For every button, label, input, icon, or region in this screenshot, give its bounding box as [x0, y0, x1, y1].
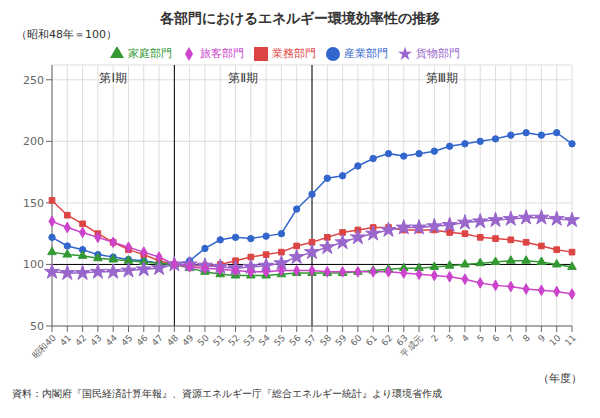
svg-text:2: 2 [429, 333, 440, 344]
svg-text:54: 54 [257, 333, 272, 348]
svg-text:6: 6 [490, 333, 501, 344]
svg-text:52: 52 [226, 333, 241, 348]
svg-text:51: 51 [211, 333, 226, 348]
svg-text:平成元: 平成元 [399, 333, 425, 359]
html-text:旅客部門: 旅客部門 [200, 47, 244, 60]
svg-text:8: 8 [521, 333, 532, 344]
svg-text:100: 100 [23, 258, 44, 271]
svg-text:45: 45 [119, 333, 134, 348]
svg-text:56: 56 [287, 333, 302, 348]
html-text:貨物部門: 貨物部門 [416, 47, 460, 60]
svg-text:4: 4 [460, 333, 471, 344]
svg-text:50: 50 [30, 320, 44, 333]
svg-text:3: 3 [444, 333, 455, 344]
html-text:資料：内閣府『国民経済計算年報』、資源エネルギー庁『総合エネ: 資料：内閣府『国民経済計算年報』、資源エネルギー庁『総合エネルギー統計』より環境… [12, 388, 442, 399]
svg-text:53: 53 [242, 333, 257, 348]
svg-text:第Ⅱ期: 第Ⅱ期 [228, 71, 258, 85]
svg-text:55: 55 [272, 333, 287, 348]
html-text:各部門におけるエネルギー環境効率性の推移: 各部門におけるエネルギー環境効率性の推移 [160, 10, 440, 26]
svg-text:42: 42 [73, 333, 88, 348]
svg-text:9: 9 [536, 333, 547, 344]
html-text:産業部門: 産業部門 [344, 47, 388, 60]
svg-text:5: 5 [475, 333, 486, 344]
html-text:業務部門: 業務部門 [272, 47, 316, 60]
svg-text:150: 150 [23, 197, 44, 210]
svg-text:250: 250 [23, 74, 44, 87]
svg-text:50: 50 [196, 333, 211, 348]
html-text:家庭部門: 家庭部門 [128, 47, 172, 60]
svg-text:46: 46 [135, 333, 150, 348]
svg-text:57: 57 [303, 333, 318, 348]
svg-text:第Ⅲ期: 第Ⅲ期 [426, 71, 458, 85]
svg-text:58: 58 [318, 333, 333, 348]
svg-text:昭和40: 昭和40 [30, 333, 58, 361]
svg-text:10: 10 [547, 333, 562, 348]
svg-text:7: 7 [506, 333, 517, 344]
svg-text:63: 63 [394, 332, 410, 348]
svg-text:200: 200 [23, 135, 44, 148]
svg-text:59: 59 [333, 333, 348, 348]
svg-text:11: 11 [563, 333, 578, 348]
svg-text:49: 49 [180, 333, 195, 348]
html-text:（昭和48年＝100）: （昭和48年＝100） [16, 28, 117, 41]
svg-text:43: 43 [89, 333, 104, 348]
svg-text:44: 44 [104, 333, 119, 348]
svg-text:48: 48 [165, 333, 180, 348]
svg-text:60: 60 [349, 333, 364, 348]
svg-text:47: 47 [150, 333, 165, 348]
svg-text:61: 61 [364, 333, 379, 348]
html-text:（年度）: （年度） [538, 372, 582, 385]
svg-text:第Ⅰ期: 第Ⅰ期 [99, 71, 127, 85]
svg-text:62: 62 [379, 333, 394, 348]
svg-text:41: 41 [58, 333, 73, 348]
